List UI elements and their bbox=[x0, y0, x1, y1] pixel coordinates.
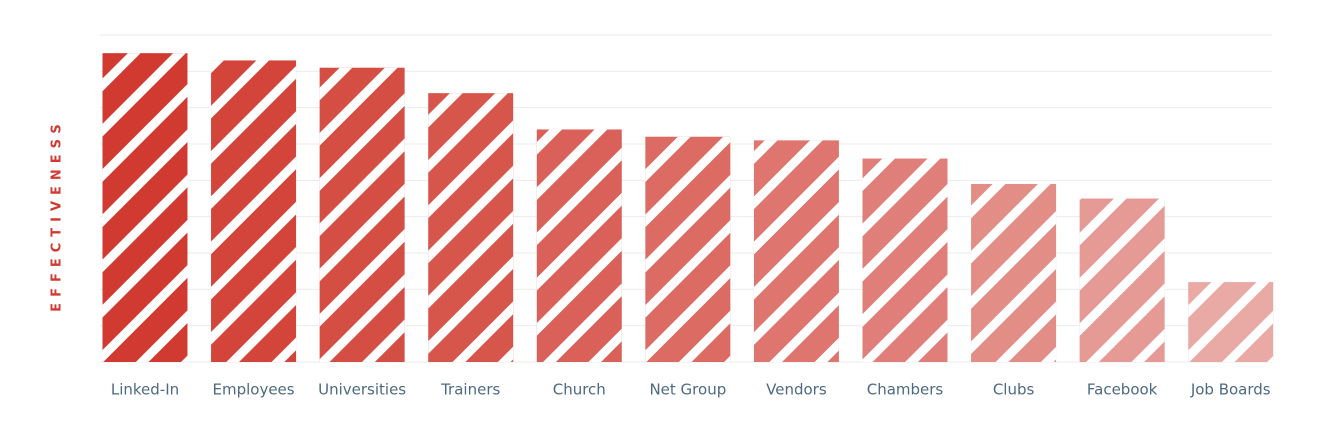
bar-hatch bbox=[102, 53, 188, 363]
x-tick-label: Linked-In bbox=[111, 381, 179, 399]
bar-hatch bbox=[862, 158, 948, 362]
bar-hatch bbox=[1079, 198, 1165, 362]
bar-hatch bbox=[1188, 282, 1274, 362]
x-tick-label: Facebook bbox=[1087, 381, 1158, 399]
bar-hatch bbox=[211, 60, 297, 362]
bar-hatch bbox=[645, 136, 731, 362]
x-tick-label: Chambers bbox=[867, 381, 944, 399]
x-tick-label: Trainers bbox=[440, 381, 500, 399]
x-tick-label: Church bbox=[553, 381, 606, 399]
y-axis-label: EFFECTIVENESS bbox=[50, 118, 65, 312]
bar-hatch bbox=[319, 67, 405, 362]
bar-hatch bbox=[971, 183, 1057, 362]
x-tick-label: Employees bbox=[213, 381, 295, 399]
bar-hatch bbox=[753, 140, 839, 362]
bar-hatch bbox=[536, 129, 622, 362]
x-tick-label: Clubs bbox=[993, 381, 1035, 399]
x-tick-label: Universities bbox=[318, 381, 406, 399]
bar-hatch bbox=[428, 93, 514, 362]
x-tick-label: Vendors bbox=[766, 381, 827, 399]
x-tick-label: Job Boards bbox=[1190, 381, 1271, 399]
x-tick-label: Net Group bbox=[649, 381, 726, 399]
